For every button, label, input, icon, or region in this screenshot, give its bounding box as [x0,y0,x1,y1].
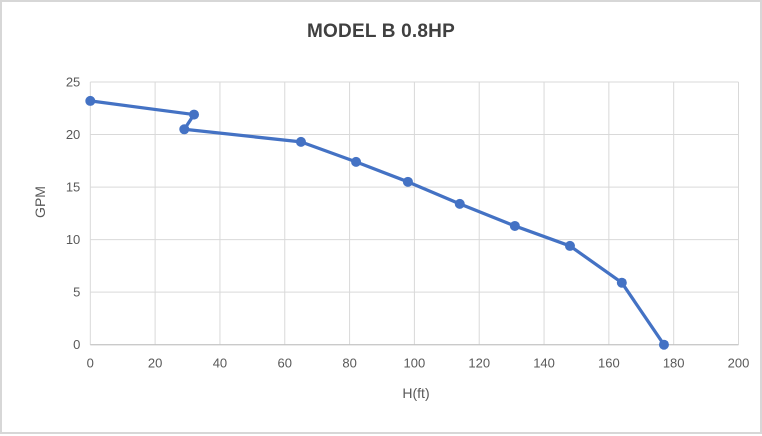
x-tick-label: 80 [342,356,356,371]
data-point-marker [402,176,413,187]
data-point-marker [85,95,96,106]
x-tick-label: 20 [148,356,162,371]
data-point-marker [454,198,465,209]
data-point-marker [509,220,520,231]
x-tick-label: 180 [663,356,685,371]
data-point-marker [351,156,362,167]
data-point-marker [179,124,190,135]
data-point-marker [564,240,575,251]
x-tick-label: 100 [404,356,426,371]
y-tick-label: 25 [66,75,80,90]
data-point-marker [189,109,200,120]
x-tick-label: 0 [87,356,94,371]
y-tick-label: 20 [66,127,80,142]
data-point-marker [295,136,306,147]
y-tick-label: 0 [73,337,80,352]
x-tick-label: 140 [533,356,555,371]
data-point-marker [616,277,627,288]
y-tick-label: 15 [66,180,80,195]
x-axis-title: H(ft) [402,385,430,401]
y-tick-label: 10 [66,232,80,247]
x-tick-label: 60 [278,356,292,371]
series-line [88,99,666,347]
x-tick-label: 160 [598,356,620,371]
chart-title: MODEL B 0.8HP [307,21,455,42]
y-tick-label: 5 [73,285,80,300]
data-point-marker [658,339,669,350]
x-tick-label: 200 [728,356,750,371]
x-tick-label: 40 [213,356,227,371]
x-tick-label: 120 [468,356,490,371]
